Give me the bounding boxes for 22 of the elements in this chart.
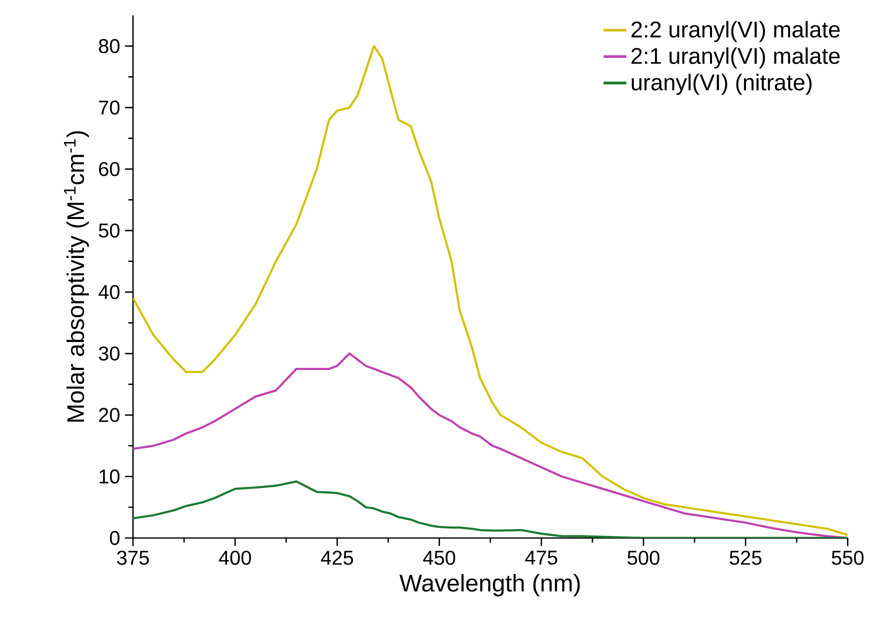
x-axis-title: Wavelength (nm) <box>400 574 580 596</box>
x-tick-label: 525 <box>730 550 762 565</box>
legend-label: uranyl(VI) (nitrate) <box>632 74 812 95</box>
y-axis-title: Molar absorptivity (M$^{-1}$cm$^{-1}$) <box>64 131 89 422</box>
legend-label: 2:1 uranyl(VI) malate <box>632 47 840 68</box>
x-tick-label: 425 <box>320 550 354 565</box>
y-tick-label: 30 <box>98 346 120 361</box>
x-tick-label: 400 <box>218 550 251 565</box>
x-tick-label: 475 <box>525 550 558 565</box>
y-tick-label: 60 <box>99 162 120 176</box>
y-tick-label: 50 <box>98 223 120 238</box>
y-tick-label: 40 <box>98 284 120 300</box>
y-tick-label: 0 <box>110 530 120 546</box>
y-tick-label: 20 <box>99 408 120 422</box>
y-tick-label: 80 <box>98 39 120 54</box>
legend-label: 2:2 uranyl(VI) malate <box>632 20 840 42</box>
x-tick-label: 450 <box>423 550 456 565</box>
y-tick-label: 10 <box>100 469 120 484</box>
x-tick-label: 375 <box>117 550 149 565</box>
x-tick-label: 550 <box>832 550 864 565</box>
x-tick-label: 500 <box>628 550 660 565</box>
y-tick-label: 70 <box>99 100 120 115</box>
